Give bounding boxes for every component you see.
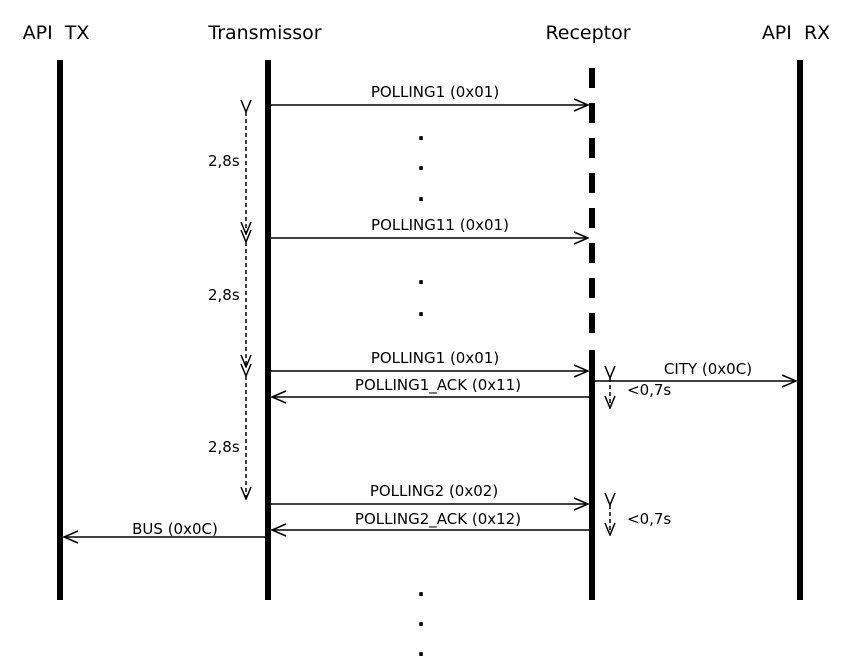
label-city: CITY (0x0C): [664, 360, 752, 378]
label-polling1-second: POLLING1 (0x01): [371, 349, 499, 367]
actor-api-tx: API TX: [23, 22, 90, 44]
duration-label-1: 2,8s: [208, 152, 240, 170]
response-label-1: <0,7s: [627, 381, 671, 399]
ellipsis-dot: .: [417, 577, 425, 601]
actor-transmissor: Transmissor: [207, 22, 321, 44]
response-label-2: <0,7s: [627, 510, 671, 528]
duration-label-2: 2,8s: [208, 286, 240, 304]
label-polling11: POLLING11 (0x01): [371, 216, 509, 234]
label-bus: BUS (0x0C): [132, 520, 218, 538]
ellipsis-dot: .: [417, 182, 425, 206]
actor-api-rx: API RX: [762, 22, 830, 44]
ellipsis-dot: .: [417, 265, 425, 289]
ellipsis-dot: .: [417, 637, 425, 661]
label-polling1-ack: POLLING1_ACK (0x11): [355, 376, 521, 395]
ellipsis-dot: .: [417, 297, 425, 321]
duration-label-3: 2,8s: [208, 438, 240, 456]
label-polling2-ack: POLLING2_ACK (0x12): [355, 510, 521, 529]
actor-receptor: Receptor: [545, 22, 630, 44]
label-polling2: POLLING2 (0x02): [370, 482, 498, 500]
ellipsis-dot: .: [417, 607, 425, 631]
label-polling1-first: POLLING1 (0x01): [371, 83, 499, 101]
ellipsis-dot: .: [417, 151, 425, 175]
ellipsis-dot: .: [417, 121, 425, 145]
